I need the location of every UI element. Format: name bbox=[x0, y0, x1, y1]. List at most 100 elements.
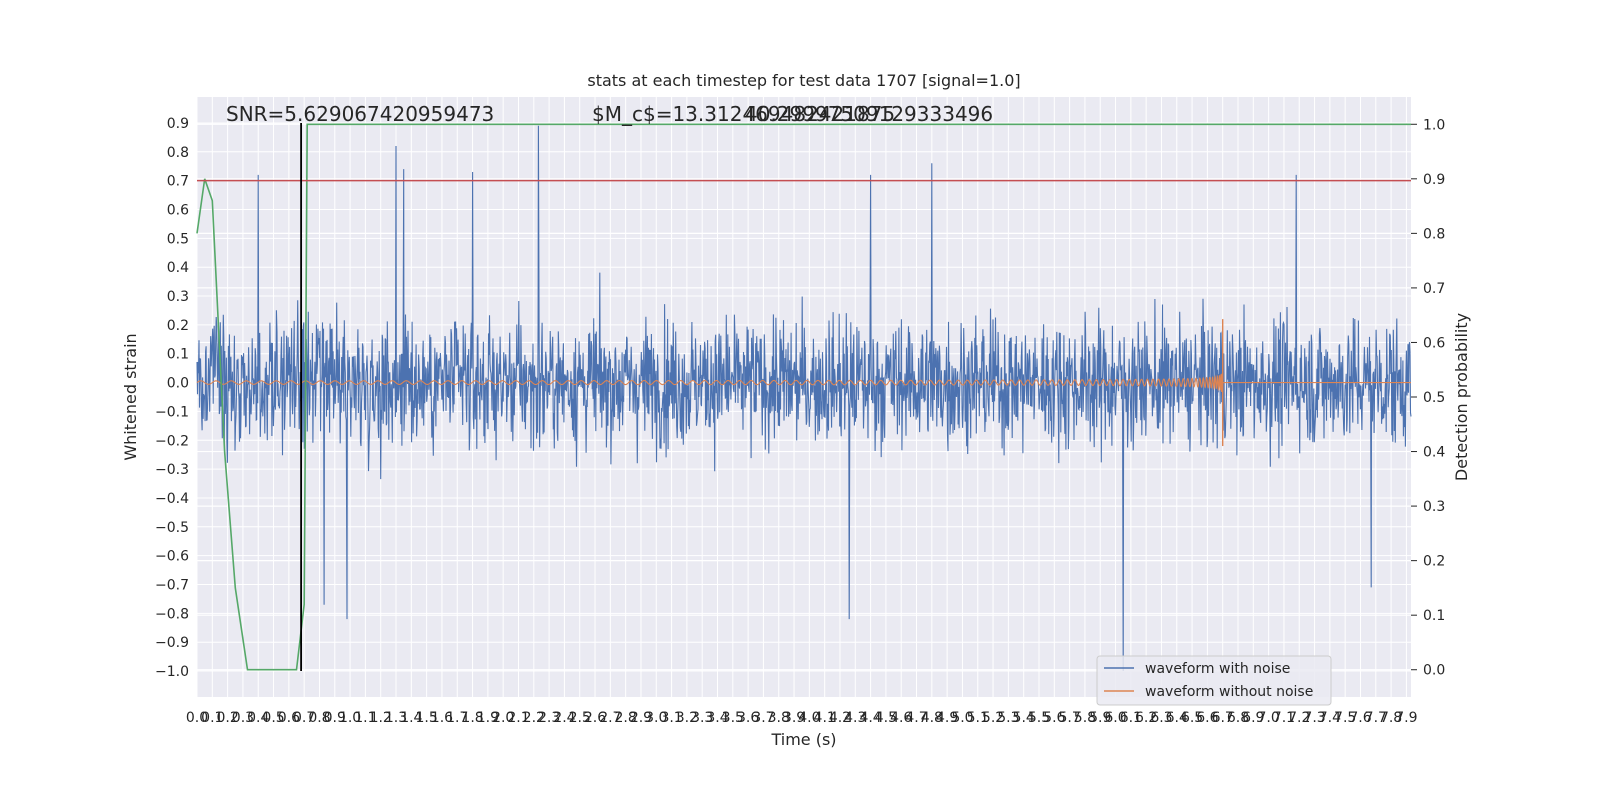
x-tick-label: 3.8 bbox=[768, 710, 790, 726]
x-tick-label: 5.8 bbox=[1074, 710, 1096, 726]
x-tick-label: 3.6 bbox=[737, 710, 759, 726]
y2-tick-label: 1.0 bbox=[1423, 117, 1445, 133]
x-tick-label: 5.7 bbox=[1058, 710, 1080, 726]
x-tick-label: 4.3 bbox=[844, 710, 866, 726]
x-tick-label: 0.4 bbox=[247, 710, 269, 726]
y-tick-label: −0.3 bbox=[155, 462, 189, 478]
x-tick-label: 1.9 bbox=[477, 710, 499, 726]
x-tick-label: 6.4 bbox=[1166, 710, 1188, 726]
y2-tick-labels: 1.0 0.9 0.8 0.7 0.6 0.5 0.4 0.3 0.2 0.1 0.0 bbox=[1411, 117, 1445, 679]
series-detection-probability bbox=[196, 123, 1411, 671]
x-tick-label: 6.7 bbox=[1212, 710, 1234, 726]
x-tick-label: 2.6 bbox=[584, 710, 606, 726]
x-tick-label: 2.4 bbox=[553, 710, 575, 726]
x-tick-label: 0.7 bbox=[293, 710, 315, 726]
x-tick-label: 1.8 bbox=[461, 710, 483, 726]
x-tick-label: 4.7 bbox=[905, 710, 927, 726]
x-tick-label: 2.2 bbox=[523, 710, 545, 726]
y-tick-label: 0.3 bbox=[167, 289, 189, 305]
x-tick-label: 1.7 bbox=[446, 710, 468, 726]
y2-tick-label: 0.9 bbox=[1423, 172, 1445, 188]
x-tick-label: 6.5 bbox=[1181, 710, 1203, 726]
x-tick-label: 5.0 bbox=[951, 710, 973, 726]
x-tick-label: 1.6 bbox=[431, 710, 453, 726]
x-tick-label: 5.4 bbox=[1013, 710, 1035, 726]
x-tick-label: 5.5 bbox=[1028, 710, 1050, 726]
y-tick-label: 0.5 bbox=[167, 231, 189, 247]
x-tick-label: 4.0 bbox=[798, 710, 820, 726]
x-tick-label: 7.4 bbox=[1319, 710, 1341, 726]
x-tick-label: 3.1 bbox=[660, 710, 682, 726]
y-tick-label: −0.6 bbox=[155, 549, 189, 565]
x-tick-label: 6.9 bbox=[1242, 710, 1264, 726]
y2-tick-label: 0.2 bbox=[1423, 554, 1445, 570]
x-tick-label: 2.0 bbox=[492, 710, 514, 726]
x-tick-label: 4.9 bbox=[936, 710, 958, 726]
line-waveform-without-noise bbox=[196, 373, 1411, 394]
legend-box bbox=[1096, 655, 1332, 706]
x-tick-label: 0.9 bbox=[324, 710, 346, 726]
y2-axis-label: Detection probability bbox=[1452, 313, 1471, 481]
x-tick-label: 0.2 bbox=[216, 710, 238, 726]
legend-label-waveform-without-noise: waveform without noise bbox=[1145, 684, 1313, 700]
y-tick-label: −0.4 bbox=[155, 491, 189, 507]
snr-annotation: SNR=5.629067420959473 bbox=[226, 102, 494, 126]
y-tick-label: 0.7 bbox=[167, 174, 189, 190]
x-tick-label: 6.6 bbox=[1196, 710, 1218, 726]
y-tick-label: 0.8 bbox=[167, 145, 189, 161]
legend-label-waveform-with-noise: waveform with noise bbox=[1145, 661, 1290, 677]
x-tick-labels: 0.00.10.20.30.40.50.60.70.80.91.01.11.21… bbox=[186, 710, 1418, 726]
x-tick-label: 7.5 bbox=[1334, 710, 1356, 726]
line-detection-probability bbox=[196, 123, 1411, 671]
x-tick-label: 7.9 bbox=[1395, 710, 1417, 726]
x-tick-label: 6.0 bbox=[1104, 710, 1126, 726]
y2-tick-label: 0.1 bbox=[1423, 608, 1445, 624]
y-tick-label: 0.4 bbox=[167, 260, 189, 276]
x-tick-label: 1.0 bbox=[339, 710, 361, 726]
y2-tick-label: 0.8 bbox=[1423, 226, 1445, 242]
y2-tick-label: 0.6 bbox=[1423, 335, 1445, 351]
x-tick-label: 3.4 bbox=[706, 710, 728, 726]
x-tick-label: 0.0 bbox=[186, 710, 208, 726]
line-waveform-with-noise bbox=[196, 125, 1412, 672]
x-tick-label: 2.1 bbox=[507, 710, 529, 726]
series-waveform-without-noise bbox=[196, 319, 1411, 447]
y2-tick-label: 0.0 bbox=[1423, 663, 1445, 679]
x-tick-label: 7.2 bbox=[1288, 710, 1310, 726]
x-tick-label: 3.5 bbox=[722, 710, 744, 726]
x-tick-label: 3.9 bbox=[783, 710, 805, 726]
x-tick-label: 2.8 bbox=[615, 710, 637, 726]
x-tick-label: 6.2 bbox=[1135, 710, 1157, 726]
x-tick-label: 4.1 bbox=[814, 710, 836, 726]
y-tick-label: −0.8 bbox=[155, 606, 189, 622]
x-tick-label: 7.7 bbox=[1365, 710, 1387, 726]
y-tick-label: 0.9 bbox=[167, 116, 189, 132]
x-tick-label: 4.8 bbox=[921, 710, 943, 726]
x-tick-label: 1.4 bbox=[400, 710, 422, 726]
reference-lines bbox=[197, 122, 1411, 672]
x-tick-label: 5.9 bbox=[1089, 710, 1111, 726]
x-tick-label: 1.2 bbox=[370, 710, 392, 726]
x-tick-label: 2.3 bbox=[538, 710, 560, 726]
x-tick-label: 3.3 bbox=[691, 710, 713, 726]
y-tick-labels: 0.9 0.8 0.7 0.6 0.5 0.4 0.3 0.2 0.1 0.0 −0.1 −0.2 −0… bbox=[155, 116, 189, 680]
x-axis-label: Time (s) bbox=[770, 730, 836, 749]
x-tick-label: 3.0 bbox=[645, 710, 667, 726]
legend: waveform with noise waveform without noi… bbox=[1096, 655, 1332, 706]
x-tick-label: 1.1 bbox=[354, 710, 376, 726]
x-tick-label: 2.9 bbox=[630, 710, 652, 726]
x-tick-label: 2.7 bbox=[599, 710, 621, 726]
y-tick-label: −0.1 bbox=[155, 404, 189, 420]
series-waveform-with-noise bbox=[196, 125, 1412, 672]
x-tick-label: 6.3 bbox=[1150, 710, 1172, 726]
x-tick-label: 5.2 bbox=[982, 710, 1004, 726]
chirp-mass-annotation: $M_c$=13.312469482421875 bbox=[592, 102, 895, 126]
x-tick-label: 7.3 bbox=[1303, 710, 1325, 726]
y2-tick-label: 0.5 bbox=[1423, 390, 1445, 406]
x-tick-label: 3.7 bbox=[752, 710, 774, 726]
y-tick-label: 0.6 bbox=[167, 203, 189, 219]
y-tick-label: 0.1 bbox=[167, 347, 189, 363]
x-tick-label: 7.0 bbox=[1257, 710, 1279, 726]
y-tick-label: −0.5 bbox=[155, 520, 189, 536]
x-tick-label: 4.2 bbox=[829, 710, 851, 726]
